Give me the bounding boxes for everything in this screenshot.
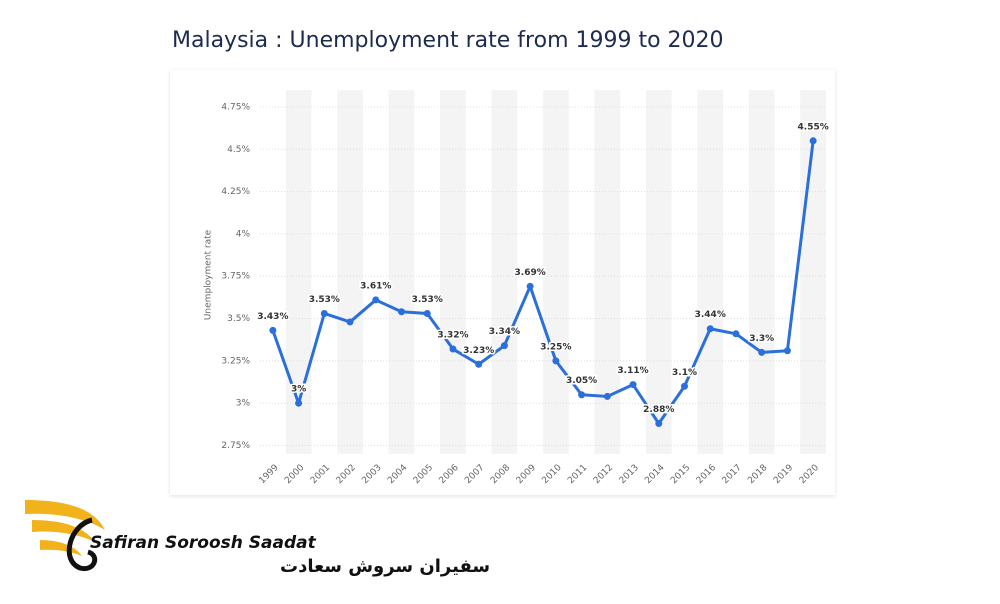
data-label: 4.55% [798,122,829,132]
data-label: 3.53% [412,295,443,305]
column-stripe [543,90,569,454]
data-label: 2.88% [643,405,674,415]
logo-name: Safiran Soroosh Saadat [90,533,317,553]
y-axis-label: Unemployment rate [204,229,214,320]
logo-s [66,517,98,572]
point [681,382,688,390]
point [758,348,766,356]
line [271,140,815,426]
column-stripe [337,90,363,454]
point [603,392,611,400]
logo-name-fa: سفیران سروش سعادت [280,556,490,577]
column-stripe [491,90,518,454]
column-stripe [697,90,724,454]
data-label: 3.3% [749,334,774,344]
data-label: 3.11% [617,366,648,376]
point [526,282,534,290]
y-tick-label: 4% [236,229,251,239]
point [475,360,483,368]
chart-title: Malaysia : Unemployment rate from 1999 t… [172,28,724,53]
point [398,308,405,316]
y-tick-label: 4.75% [221,102,250,112]
point [552,357,560,365]
point [783,347,791,355]
data-label: 3.43% [257,312,288,322]
y-tick-label: 3.75% [221,272,250,282]
logo-wing [40,540,82,556]
data-label: 3.61% [360,281,391,291]
point [809,137,817,145]
logo: Safiran Soroosh Saadat سفیران سروش سعادت [25,500,490,577]
point [346,318,354,326]
point [500,342,508,350]
column-stripe [388,90,415,454]
column-stripe [748,90,775,454]
point [320,309,328,317]
column-stripe [645,90,672,454]
point [655,420,663,428]
data-label: 3.1% [672,368,697,378]
y-tick-label: 4.25% [221,187,250,197]
y-tick-label: 3% [236,399,251,409]
y-tick-label: 2.75% [221,441,250,451]
data-label: 3.25% [540,342,571,352]
point [732,330,740,338]
column-stripe [440,90,466,454]
point [578,391,586,399]
data-label: 3.23% [463,346,494,356]
point [372,296,380,304]
point [706,325,714,333]
point [423,309,431,317]
point [449,345,457,353]
point [269,326,277,334]
column-stripe [285,90,312,454]
y-tick-label: 4.5% [227,145,250,155]
y-tick-label: 3.5% [227,314,250,324]
logo-wing [25,500,105,530]
point [629,381,637,389]
data-label: 3.32% [437,331,468,341]
data-label: 3.44% [695,310,726,320]
data-label: 3% [291,385,306,395]
point [295,399,303,407]
data-label: 3.53% [309,295,340,305]
data-label: 3.05% [566,376,597,386]
data-label: 3.69% [515,268,546,278]
y-tick-label: 3.25% [221,356,250,366]
data-label: 3.34% [489,327,520,337]
logo-wing [32,520,95,542]
